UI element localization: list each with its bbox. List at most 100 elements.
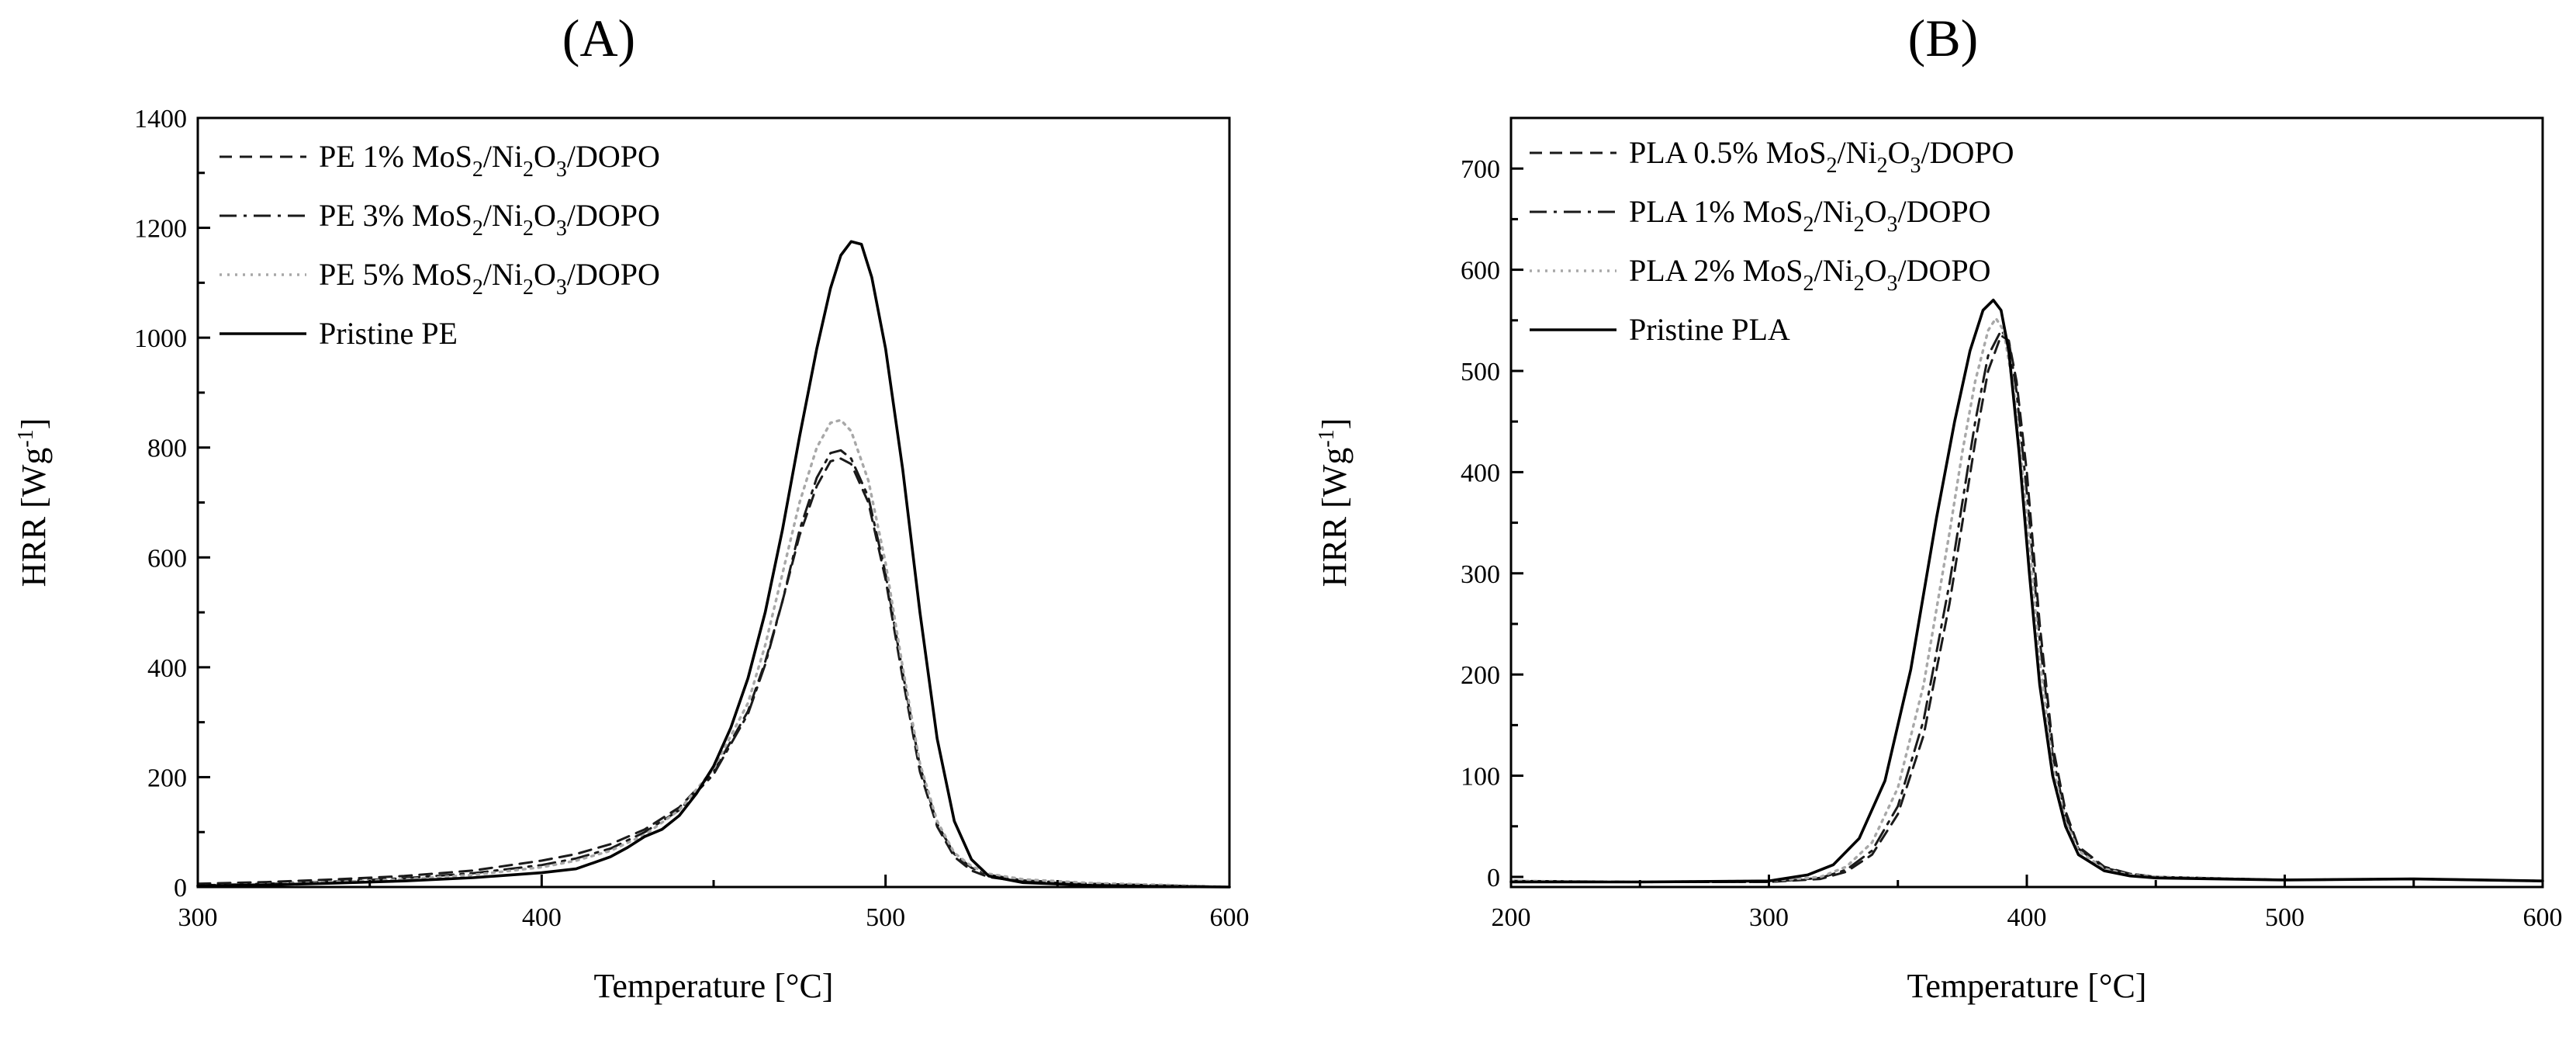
- chart-b-y-tick-label: 500: [1461, 358, 1500, 386]
- chart-a-y-axis-title: HRR [Wg-1]: [14, 418, 53, 587]
- chart-b-legend-label-1: PLA 0.5% MoS2/Ni2O3/DOPO: [1629, 135, 2014, 178]
- chart-a-y-tick-label: 800: [147, 435, 187, 463]
- chart-b-y-axis-title: HRR [Wg-1]: [1315, 418, 1354, 587]
- chart-a-x-tick-label: 600: [1210, 903, 1250, 932]
- chart-a-legend-text-part: O: [534, 257, 556, 292]
- chart-b-legend-text-part: /DOPO: [1898, 194, 1991, 229]
- chart-b-legend-text-part: 2: [1803, 272, 1814, 296]
- chart-a-legend-text-part: 2: [472, 158, 483, 182]
- chart-a-legend-text-part: 3: [556, 158, 567, 182]
- chart-a-legend-text-part: 2: [523, 217, 534, 241]
- chart-b-y-tick-label: 200: [1461, 661, 1500, 690]
- chart-b-legend-label-2: PLA 1% MoS2/Ni2O3/DOPO: [1629, 194, 1991, 237]
- chart-b-legend-text-part: /Ni: [1838, 135, 1877, 170]
- chart-b-legend-text-part: PLA 0.5% MoS: [1629, 135, 1827, 170]
- chart-a-legend-label-3: PE 5% MoS2/Ni2O3/DOPO: [319, 257, 660, 300]
- chart-b-legend-text-part: /DOPO: [1898, 253, 1991, 288]
- chart-a-y-tick-label: 200: [147, 764, 187, 792]
- chart-b-y-axis-title-main: HRR [Wg: [1316, 448, 1354, 587]
- chart-b-series-line-2: [1509, 329, 2544, 883]
- chart-a-y-axis-title-main: HRR [Wg: [15, 448, 53, 587]
- chart-a-y-tick-label: 0: [174, 874, 187, 903]
- chart-b-legend-text-part: 3: [1910, 154, 1921, 178]
- chart-a-legend-text-part: 2: [472, 275, 483, 300]
- chart-b-panel-label: (B): [1908, 9, 1979, 68]
- chart-a-legend-label-2: PE 3% MoS2/Ni2O3/DOPO: [319, 198, 660, 241]
- chart-b-legend-text-part: O: [1865, 194, 1887, 229]
- chart-a-legend-text-part: 2: [472, 217, 483, 241]
- chart-a-x-axis-title: Temperature [°C]: [594, 967, 834, 1005]
- chart-a-legend-text-part: /DOPO: [567, 257, 660, 292]
- chart-b-legend-text-part: 3: [1887, 213, 1898, 237]
- chart-b-legend-text-part: O: [1865, 253, 1887, 288]
- chart-b-legend-label-4: Pristine PLA: [1629, 312, 1790, 347]
- chart-panel-b: (B) 200 300 400 500 600 0 100 200 300 400 500 600 700…: [1315, 9, 2563, 1005]
- chart-a-legend-text-part: /DOPO: [567, 139, 660, 174]
- chart-b-series-line-1: [1509, 334, 2544, 883]
- chart-a-legend-text-part: 3: [556, 275, 567, 300]
- chart-b-legend-text-part: 2: [1854, 213, 1865, 237]
- chart-b-y-axis-title-sup: -1: [1315, 429, 1339, 447]
- chart-a-legend-label-4: Pristine PE: [319, 316, 458, 351]
- chart-b-legend-text-part: O: [1888, 135, 1910, 170]
- chart-panel-a: (A) 300 400 500 600 0 200 400 600 800 1000 1200 1400…: [14, 9, 1250, 1005]
- chart-b-x-tick-label: 500: [2265, 903, 2305, 932]
- chart-a-panel-label: (A): [562, 9, 635, 68]
- chart-b-legend-text-part: Pristine PLA: [1629, 312, 1790, 347]
- chart-a-legend-text-part: 3: [556, 217, 567, 241]
- chart-a-series-line-3: [196, 418, 1231, 889]
- chart-a-legend-text-part: 2: [523, 275, 534, 300]
- chart-b-legend-text-part: 2: [1877, 154, 1888, 178]
- chart-b-x-axis-title: Temperature [°C]: [1907, 967, 2147, 1005]
- chart-a-legend-text-part: /Ni: [483, 198, 523, 233]
- chart-b-y-tick-label: 600: [1461, 257, 1500, 286]
- chart-a-legend-text-part: PE 5% MoS: [319, 257, 472, 292]
- chart-a-x-tick-label: 500: [866, 903, 905, 932]
- chart-a-y-axis-title-sup: -1: [14, 429, 38, 447]
- chart-b-y-tick-label: 100: [1461, 763, 1500, 792]
- chart-b-x-tick-label: 200: [1492, 903, 1531, 932]
- chart-a-series-line-4: [196, 240, 1231, 889]
- chart-b-series-line-4: [1509, 298, 2544, 884]
- chart-a-x-tick-label: 400: [522, 903, 562, 932]
- chart-b-y-axis-title-close: ]: [1316, 418, 1354, 430]
- chart-b-x-tick-label: 600: [2523, 903, 2563, 932]
- chart-a-series-line-2: [196, 449, 1231, 889]
- chart-b-legend-text-part: /Ni: [1814, 194, 1854, 229]
- chart-b-legend-text-part: /DOPO: [1921, 135, 2014, 170]
- chart-a-y-tick-label: 400: [147, 654, 187, 683]
- chart-a-legend-text-part: Pristine PE: [319, 316, 458, 351]
- chart-b-y-tick-label: 300: [1461, 560, 1500, 589]
- chart-b-legend-text-part: 2: [1803, 213, 1814, 237]
- chart-a-legend-label-1: PE 1% MoS2/Ni2O3/DOPO: [319, 139, 660, 182]
- chart-b-y-tick-label: 400: [1461, 459, 1500, 487]
- chart-a-y-axis-title-close: ]: [15, 418, 53, 430]
- chart-b-legend-label-3: PLA 2% MoS2/Ni2O3/DOPO: [1629, 253, 1991, 296]
- chart-a-legend-text-part: /Ni: [483, 257, 523, 292]
- chart-a-legend-text-part: /Ni: [483, 139, 523, 174]
- chart-b-legend-text-part: /Ni: [1814, 253, 1854, 288]
- chart-b-y-tick-label: 700: [1461, 155, 1500, 184]
- chart-a-legend-text-part: O: [534, 198, 556, 233]
- chart-b-series-line-3: [1509, 317, 2544, 884]
- chart-b-x-tick-label: 300: [1749, 903, 1789, 932]
- chart-b-x-tick-label: 400: [2007, 903, 2047, 932]
- chart-b-legend-text-part: 2: [1827, 154, 1838, 178]
- chart-b-legend-text-part: 2: [1854, 272, 1865, 296]
- chart-b-y-tick-label: 0: [1487, 864, 1500, 892]
- chart-a-y-tick-label: 1200: [134, 215, 187, 244]
- chart-b-legend-text-part: PLA 2% MoS: [1629, 253, 1803, 288]
- chart-a-x-tick-label: 300: [178, 903, 218, 932]
- chart-a-legend-text-part: /DOPO: [567, 198, 660, 233]
- chart-b-legend-text-part: PLA 1% MoS: [1629, 194, 1803, 229]
- chart-b-legend-text-part: 3: [1887, 272, 1898, 296]
- chart-a-series-line-1: [196, 457, 1231, 889]
- chart-a-legend-text-part: 2: [523, 158, 534, 182]
- chart-a-y-tick-label: 1000: [134, 324, 187, 353]
- chart-a-legend-text-part: PE 1% MoS: [319, 139, 472, 174]
- chart-a-legend-text-part: PE 3% MoS: [319, 198, 472, 233]
- chart-a-legend-text-part: O: [534, 139, 556, 174]
- chart-a-y-tick-label: 600: [147, 544, 187, 573]
- chart-a-y-tick-label: 1400: [134, 105, 187, 133]
